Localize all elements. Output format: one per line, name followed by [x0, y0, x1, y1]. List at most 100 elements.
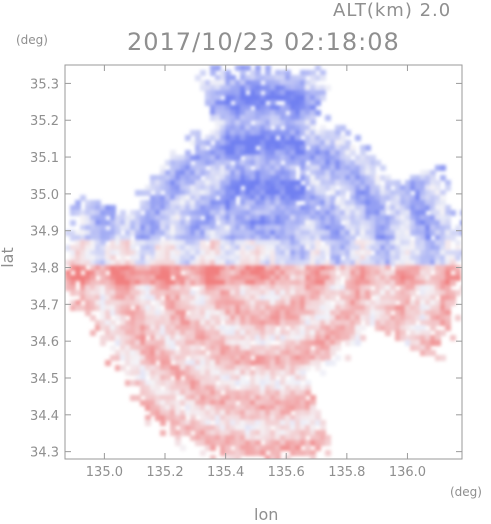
velocity-cell [235, 105, 241, 111]
velocity-cell [265, 265, 271, 271]
velocity-cell [265, 370, 271, 376]
velocity-cell [85, 245, 91, 251]
velocity-cell [180, 205, 186, 211]
velocity-cell [390, 210, 396, 216]
velocity-cell [185, 360, 191, 366]
velocity-cell [325, 295, 331, 301]
velocity-cell [260, 275, 266, 281]
velocity-cell [450, 295, 456, 301]
velocity-cell [265, 230, 271, 236]
velocity-cell [215, 425, 221, 431]
velocity-cell [250, 135, 256, 141]
velocity-cell [235, 180, 241, 186]
velocity-cell [270, 105, 276, 111]
velocity-cell [175, 360, 181, 366]
velocity-cell [290, 445, 296, 451]
velocity-cell [285, 155, 291, 161]
velocity-cell [320, 170, 326, 176]
velocity-cell [315, 285, 321, 291]
velocity-cell [145, 285, 151, 291]
velocity-cell [210, 320, 216, 326]
velocity-cell [455, 290, 461, 296]
velocity-cell [240, 165, 246, 171]
velocity-cell [375, 180, 381, 186]
velocity-cell [265, 310, 271, 316]
velocity-cell [190, 280, 196, 286]
velocity-cell [385, 260, 391, 266]
velocity-cell [125, 325, 131, 331]
velocity-cell [110, 235, 116, 241]
velocity-cell [240, 135, 246, 141]
velocity-cell [335, 225, 341, 231]
velocity-cell [250, 330, 256, 336]
velocity-cell [285, 370, 291, 376]
velocity-cell [240, 270, 246, 276]
velocity-cell [225, 175, 231, 181]
velocity-cell [115, 310, 121, 316]
velocity-cell [295, 80, 301, 86]
velocity-cell [125, 355, 131, 361]
velocity-cell [265, 155, 271, 161]
velocity-cell [105, 300, 111, 306]
velocity-cell [395, 270, 401, 276]
velocity-cell [110, 300, 116, 306]
velocity-cell [150, 325, 156, 331]
velocity-cell [190, 175, 196, 181]
velocity-cell [260, 365, 266, 371]
velocity-cell [220, 435, 226, 441]
velocity-cell [375, 195, 381, 201]
velocity-cell [300, 345, 306, 351]
velocity-cell [275, 390, 281, 396]
velocity-cell [190, 255, 196, 261]
velocity-cell [235, 320, 241, 326]
velocity-cell [125, 345, 131, 351]
velocity-cell [235, 230, 241, 236]
velocity-cell [420, 255, 426, 261]
velocity-cell [315, 295, 321, 301]
velocity-cell [415, 235, 421, 241]
velocity-cell [405, 295, 411, 301]
velocity-cell [225, 300, 231, 306]
velocity-cell [270, 145, 276, 151]
velocity-cell [260, 200, 266, 206]
velocity-cell [360, 280, 366, 286]
velocity-cell [190, 335, 196, 341]
velocity-cell [450, 260, 456, 266]
velocity-cell [270, 255, 276, 261]
velocity-cell [345, 245, 351, 251]
velocity-cell [200, 270, 206, 276]
velocity-cell [210, 225, 216, 231]
velocity-cell [195, 185, 201, 191]
velocity-cell [395, 290, 401, 296]
velocity-cell [230, 250, 236, 256]
velocity-cell [145, 390, 151, 396]
velocity-cell [325, 215, 331, 221]
velocity-cell [305, 290, 311, 296]
velocity-cell [210, 190, 216, 196]
velocity-cell [165, 195, 171, 201]
velocity-cell [370, 215, 376, 221]
velocity-cell [215, 295, 221, 301]
velocity-cell [200, 205, 206, 211]
velocity-cell [265, 445, 271, 451]
velocity-cell [335, 265, 341, 271]
velocity-cell [220, 425, 226, 431]
velocity-cell [285, 105, 291, 111]
velocity-cell [385, 255, 391, 261]
velocity-cell [330, 280, 336, 286]
velocity-cell [100, 270, 106, 276]
velocity-cell [170, 185, 176, 191]
velocity-cell [145, 280, 151, 286]
velocity-cell [205, 90, 211, 96]
velocity-cell [280, 425, 286, 431]
velocity-cell [305, 85, 311, 91]
velocity-cell [125, 220, 131, 226]
velocity-cell [250, 240, 256, 246]
velocity-cell [365, 310, 371, 316]
timestamp-title: 2017/10/23 02:18:08 [127, 28, 400, 56]
velocity-cell [430, 185, 436, 191]
velocity-cell [405, 290, 411, 296]
velocity-cell [150, 285, 156, 291]
velocity-cell [135, 190, 141, 196]
velocity-cell [365, 300, 371, 306]
